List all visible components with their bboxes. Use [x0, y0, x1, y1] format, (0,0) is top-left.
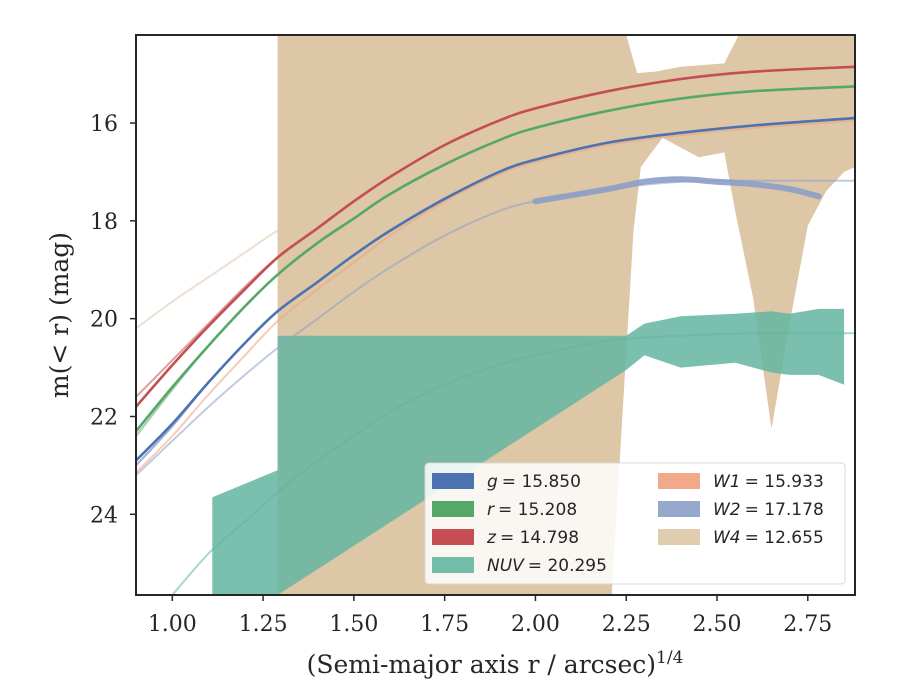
x-tick-label: 1.25: [239, 612, 288, 637]
y-tick-label: 18: [90, 210, 118, 235]
w2-profile-line: [532, 176, 822, 205]
legend: g = 15.850 r = 15.208 z = 14.798 NUV = 20.295 W1…: [424, 462, 846, 585]
legend-label-r: r = 15.208: [487, 500, 577, 520]
legend-label-g: g = 15.850: [487, 472, 581, 492]
nuv-cog-line: [171, 332, 855, 595]
x-tick-label: 1.00: [148, 612, 197, 637]
x-tick-label: 1.75: [420, 612, 469, 637]
legend-box: [424, 462, 846, 585]
x-tick-label: 2.75: [783, 612, 832, 637]
x-axis: 1.00 1.25 1.50 1.75 2.00 2.25 2.50 2.75: [148, 595, 832, 637]
legend-swatch-g: [432, 473, 474, 489]
g-profile-line: [136, 116, 855, 462]
y-axis: 16 18 20 22 24: [90, 112, 136, 528]
y-tick-label: 20: [90, 308, 118, 333]
y-tick-label: 16: [90, 112, 118, 137]
legend-swatch-w4: [658, 529, 700, 545]
y-tick-label: 24: [90, 503, 118, 528]
w4-cog-line: [136, 70, 855, 330]
y-tick-label: 22: [90, 405, 118, 430]
w4-band-gap: [626, 35, 739, 74]
x-tick-label: 2.25: [602, 612, 651, 637]
z-profile-line: [136, 65, 855, 408]
legend-label-w2: W2 = 17.178: [713, 500, 824, 520]
plot-frame: [135, 34, 856, 596]
y-axis-title: m(< r) (mag): [45, 232, 74, 398]
legend-swatch-nuv: [432, 557, 474, 573]
r-profile-line: [136, 85, 855, 433]
x-tick-label: 2.00: [511, 612, 560, 637]
x-tick-label: 2.50: [693, 612, 742, 637]
legend-swatch-r: [432, 501, 474, 517]
legend-label-z: z = 14.798: [486, 528, 579, 548]
x-axis-title: (Semi-major axis r / arcsec)1/4: [307, 648, 684, 679]
w1-cog-line: [136, 119, 855, 474]
legend-swatch-w2: [658, 501, 700, 517]
legend-label-w1: W1 = 15.933: [713, 472, 824, 492]
legend-label-w4: W4 = 12.655: [713, 528, 824, 548]
legend-swatch-w1: [658, 473, 700, 489]
legend-label-nuv: NUV = 20.295: [487, 556, 607, 576]
series-lines: [136, 65, 855, 595]
legend-swatch-z: [432, 529, 474, 545]
nuv-band: [212, 308, 845, 595]
x-tick-label: 1.50: [329, 612, 378, 637]
